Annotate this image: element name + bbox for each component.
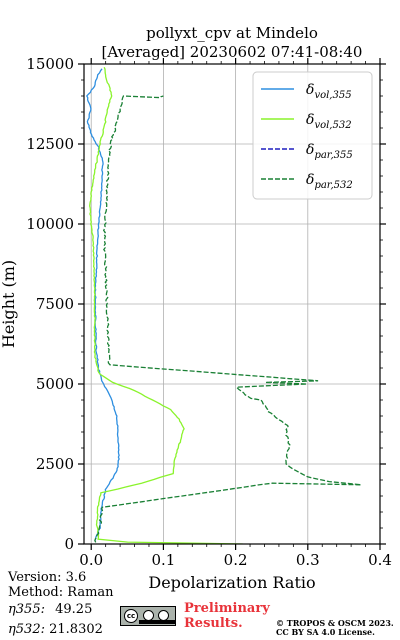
cc-circle-icon: cc [124,609,138,623]
chart-subtitle: [Averaged] 20230602 07:41-08:40 [102,43,363,61]
legend-label-sub: vol,355 [314,90,351,101]
eta355-text: η355: 49.25 [8,602,92,617]
copyright-line1: © TROPOS & OSCM 2023. [276,618,394,628]
series-line-vol-532 [89,66,243,544]
legend-label: δpar,355 [306,142,353,161]
y-tick-label: 12500 [26,135,74,153]
eta355-value: 49.25 [55,602,93,617]
ticks [78,58,386,550]
y-tick-label: 2500 [36,455,74,473]
y-tick-label: 0 [64,535,74,553]
preliminary-results-text: Preliminary Results. [184,601,270,631]
legend-label: δpar,532 [306,172,353,191]
x-tick-label: 0.4 [368,551,392,569]
legend-label-sub: vol,532 [314,120,351,131]
legend-label-main: δ [306,142,314,158]
y-axis-label: Height (m) [0,260,18,348]
legend-label-main: δ [306,172,314,188]
x-axis-label: Depolarization Ratio [148,573,315,592]
copyright-line2: CC BY SA 4.0 License. [276,627,375,637]
eta532-text: η532: 21.8302 [8,622,103,637]
legend-label-sub: par,355 [314,150,352,161]
legend-label: δvol,532 [306,112,352,131]
y-tick-label: 15000 [26,55,74,73]
series-layer [86,66,362,544]
chart-title: pollyxt_cpv at Mindelo [146,24,318,42]
legend-label-sub: par,532 [314,180,352,191]
eta532-label: η532: [8,622,45,637]
eta532-value: 21.8302 [49,622,103,637]
x-tick-label: 0.3 [296,551,320,569]
x-tick-label: 0.2 [224,551,248,569]
eta355-label: η355: [8,602,45,617]
y-tick-label: 10000 [26,215,74,233]
method-text: Method: Raman [8,585,114,600]
cc-label-bar [139,620,175,624]
legend-box [252,71,373,200]
legend-label-main: δ [306,112,314,128]
legend-label-main: δ [306,82,314,98]
copyright-text: © TROPOS & OSCM 2023. CC BY SA 4.0 Licen… [276,619,394,637]
y-tick-label: 7500 [36,295,74,313]
preliminary-line2: Results. [184,616,243,631]
tick-labels: 0.0 0.1 0.2 0.3 0.4 0 2500 5000 7500 10000 12500 15… [26,55,392,569]
preliminary-line1: Preliminary [184,601,270,616]
x-tick-label: 0.1 [151,551,175,569]
series-line-par-532 [94,95,362,543]
y-tick-label: 5000 [36,375,74,393]
version-text: Version: 3.6 [8,570,87,585]
creative-commons-by-sa-icon: cc [120,606,176,626]
x-tick-label: 0.0 [79,551,103,569]
legend-label: δvol,355 [306,82,352,101]
series-line-vol-355 [86,68,120,542]
